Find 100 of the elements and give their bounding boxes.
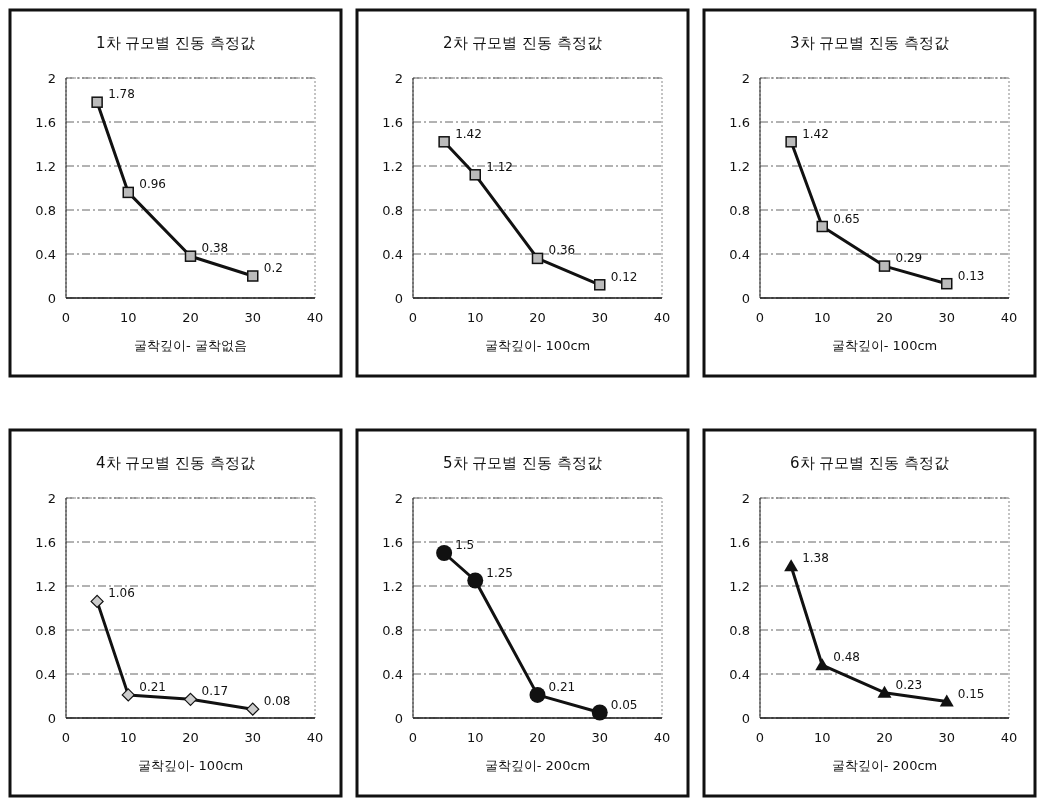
point — [90, 594, 104, 608]
y-tick-label: 2 — [741, 490, 750, 506]
point — [784, 559, 799, 572]
data-label: 0.96 — [139, 177, 166, 192]
x-tick-label: 10 — [466, 730, 484, 745]
x-axis-title: 굴착깊이- 100cm — [484, 338, 591, 353]
x-axis-title: 굴착깊이- 100cm — [831, 338, 938, 353]
y-tick-label: 1.2 — [382, 578, 403, 594]
point — [531, 252, 544, 265]
chart-title: 2차 규모별 진동 측정값 — [443, 34, 602, 52]
x-tick-label: 10 — [119, 310, 137, 325]
point — [246, 702, 260, 716]
data-label: 1.38 — [802, 551, 829, 566]
chart-title: 1차 규모별 진동 측정값 — [96, 34, 255, 52]
point — [877, 685, 892, 698]
y-tick-label: 0.4 — [35, 246, 56, 262]
data-label: 1.5 — [455, 538, 475, 552]
point — [529, 686, 546, 703]
x-tick-label: 10 — [466, 310, 484, 325]
point — [183, 692, 198, 706]
point — [184, 250, 197, 262]
point — [436, 545, 453, 561]
data-label: 0.48 — [833, 650, 860, 665]
chart-title: 6차 규모별 진동 측정값 — [790, 454, 949, 472]
data-label: 0.23 — [895, 677, 923, 692]
data-label: 0.65 — [833, 211, 860, 226]
y-tick-label: 1.2 — [729, 578, 750, 594]
y-tick-label: 2 — [47, 70, 56, 86]
x-tick-label: 20 — [529, 310, 546, 325]
y-tick-label: 0 — [394, 710, 403, 726]
y-tick-label: 1.2 — [729, 158, 750, 174]
chart-title: 4차 규모별 진동 측정값 — [96, 454, 255, 472]
x-axis-title: 굴착깊이- 200cm — [831, 758, 938, 773]
x-tick-label: 30 — [244, 730, 262, 745]
x-tick-label: 40 — [306, 730, 324, 745]
data-label: 1.06 — [108, 586, 135, 601]
point — [594, 279, 606, 291]
x-tick-label: 20 — [876, 730, 893, 745]
data-label: 1.42 — [455, 126, 482, 141]
y-tick-label: 1.2 — [35, 578, 56, 594]
y-tick-label: 1.2 — [35, 158, 56, 174]
data-label: 0.17 — [201, 684, 229, 699]
y-tick-label: 0.8 — [382, 622, 403, 638]
data-label: 0.36 — [548, 243, 576, 258]
y-tick-label: 0.4 — [382, 246, 403, 262]
data-label: 0.29 — [895, 251, 923, 266]
y-tick-label: 1.6 — [35, 534, 56, 550]
x-tick-label: 0 — [755, 730, 765, 745]
y-tick-label: 0 — [741, 290, 750, 306]
x-tick-label: 20 — [182, 310, 199, 325]
y-tick-label: 1.6 — [35, 114, 56, 130]
x-tick-label: 30 — [244, 310, 262, 325]
point — [816, 220, 828, 233]
y-tick-label: 2 — [47, 490, 56, 506]
y-tick-label: 1.6 — [729, 534, 750, 550]
data-label: 0.2 — [263, 261, 283, 275]
y-tick-label: 1.6 — [382, 534, 403, 550]
data-label: 0.15 — [957, 686, 985, 701]
y-tick-label: 0 — [47, 710, 56, 726]
y-tick-label: 0 — [47, 290, 56, 306]
y-tick-label: 0.8 — [729, 202, 750, 218]
chart-title: 3차 규모별 진동 측정값 — [790, 34, 949, 52]
x-axis-title: 굴착깊이- 100cm — [137, 758, 244, 773]
y-tick-label: 1.6 — [729, 114, 750, 130]
y-tick-label: 0.4 — [729, 246, 750, 262]
x-tick-label: 30 — [591, 730, 609, 745]
y-tick-label: 0.8 — [35, 622, 56, 638]
x-tick-label: 30 — [591, 310, 609, 325]
x-tick-label: 0 — [755, 310, 765, 325]
x-axis-title: 굴착깊이- 200cm — [484, 758, 591, 773]
x-tick-label: 20 — [529, 730, 546, 745]
point — [591, 704, 608, 721]
y-tick-label: 0.4 — [729, 666, 750, 682]
data-label: 0.08 — [263, 694, 291, 709]
x-tick-label: 0 — [61, 730, 71, 745]
point — [815, 658, 830, 671]
y-tick-label: 0 — [741, 710, 750, 726]
x-tick-label: 0 — [408, 310, 418, 325]
point — [438, 136, 450, 148]
x-tick-label: 0 — [408, 730, 418, 745]
y-tick-label: 0.8 — [729, 622, 750, 638]
y-tick-label: 0.8 — [382, 202, 403, 218]
data-label: 1.78 — [108, 87, 135, 102]
data-label: 0.12 — [610, 269, 638, 284]
x-tick-label: 20 — [182, 730, 199, 745]
y-tick-label: 2 — [394, 70, 403, 86]
y-tick-label: 0 — [394, 290, 403, 306]
x-axis-title: 굴착깊이- 굴착없음 — [134, 338, 247, 353]
y-tick-label: 2 — [394, 490, 403, 506]
data-label: 0.21 — [139, 679, 166, 694]
point — [467, 572, 484, 589]
point — [878, 260, 891, 272]
point — [941, 277, 953, 290]
point — [247, 270, 259, 282]
point — [91, 96, 103, 108]
point — [122, 186, 134, 199]
x-tick-label: 40 — [653, 310, 671, 325]
data-label: 1.25 — [486, 565, 513, 580]
x-tick-label: 40 — [1000, 310, 1018, 325]
x-tick-label: 0 — [61, 310, 71, 325]
